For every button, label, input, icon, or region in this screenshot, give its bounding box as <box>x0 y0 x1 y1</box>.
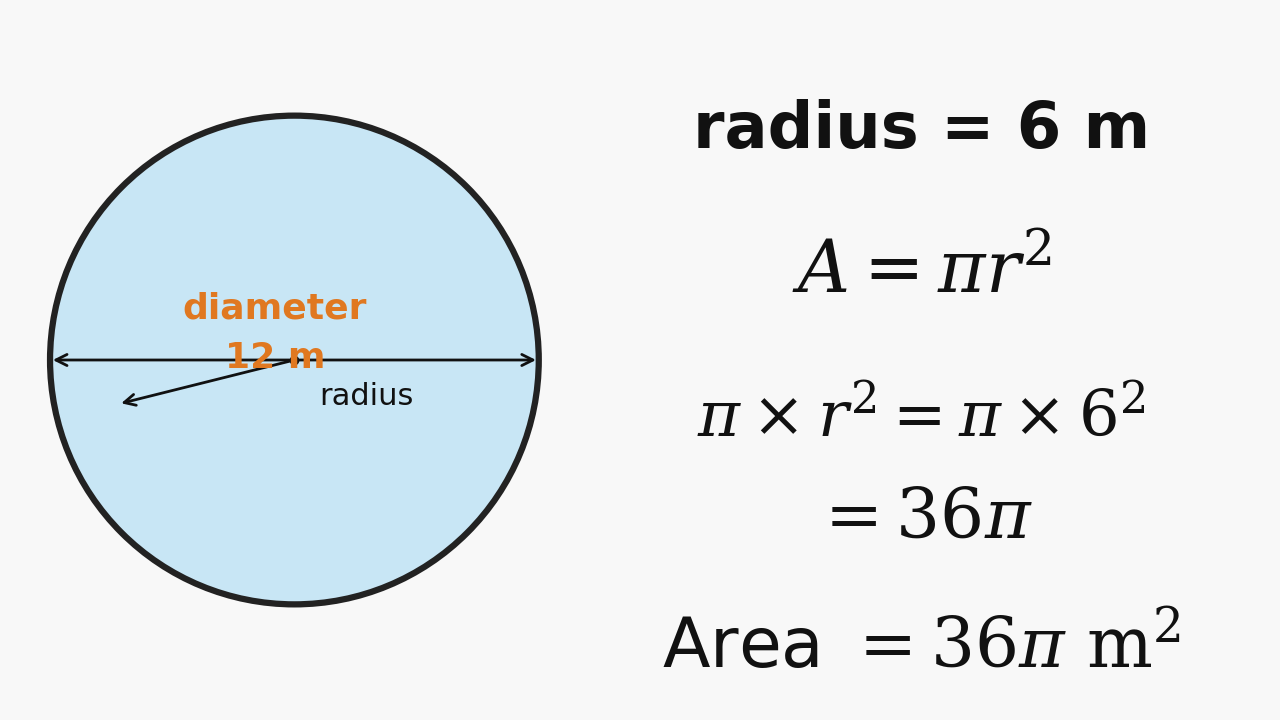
Text: 12 m: 12 m <box>224 341 325 374</box>
Text: Area $= 36\pi\ \mathrm{m}^2$: Area $= 36\pi\ \mathrm{m}^2$ <box>662 614 1181 682</box>
Text: diameter: diameter <box>183 292 367 325</box>
Text: radius: radius <box>319 382 413 411</box>
Text: $A = \pi r^2$: $A = \pi r^2$ <box>791 239 1052 308</box>
Text: $\pi \times r^2 = \pi \times 6^2$: $\pi \times r^2 = \pi \times 6^2$ <box>698 387 1146 449</box>
Text: $= 36\pi$: $= 36\pi$ <box>810 485 1033 552</box>
Circle shape <box>50 116 539 604</box>
Text: radius = 6 m: radius = 6 m <box>692 99 1151 161</box>
